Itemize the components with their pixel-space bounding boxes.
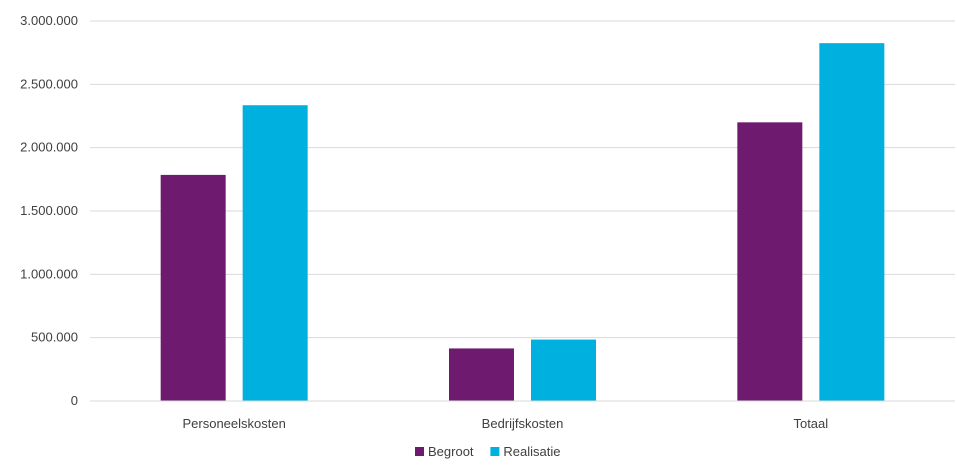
legend-label-begroot: Begroot bbox=[428, 444, 474, 459]
y-tick-label: 1.500.000 bbox=[20, 203, 78, 218]
y-tick-label: 0 bbox=[71, 393, 78, 408]
bar-realisatie-bedrijfskosten bbox=[531, 339, 596, 401]
y-tick-label: 3.000.000 bbox=[20, 13, 78, 28]
legend-swatch-begroot bbox=[415, 447, 424, 456]
legend-label-realisatie: Realisatie bbox=[503, 444, 560, 459]
x-category-label: Bedrijfskosten bbox=[482, 416, 564, 431]
gridlines bbox=[90, 20, 955, 339]
bar-realisatie-totaal bbox=[819, 43, 885, 402]
bars bbox=[160, 43, 885, 402]
legend-swatch-realisatie bbox=[490, 447, 500, 456]
bar-begroot-bedrijfskosten bbox=[449, 348, 514, 401]
bar-begroot-totaal bbox=[737, 122, 803, 401]
y-tick-label: 2.000.000 bbox=[20, 140, 78, 155]
y-axis-tick-labels: 0 500.000 1.000.000 1.500.000 2.000.000 2.500… bbox=[20, 13, 78, 408]
bar-realisatie-personeelskosten bbox=[242, 105, 308, 401]
x-axis-category-labels: Personeelskosten Bedrijfskosten Totaal bbox=[182, 416, 828, 431]
x-category-label: Personeelskosten bbox=[182, 416, 285, 431]
x-category-label: Totaal bbox=[793, 416, 828, 431]
legend: Begroot Realisatie bbox=[415, 444, 560, 459]
y-tick-label: 1.000.000 bbox=[20, 266, 78, 281]
bar-begroot-personeelskosten bbox=[160, 174, 226, 401]
y-tick-label: 2.500.000 bbox=[20, 76, 78, 91]
y-tick-label: 500.000 bbox=[31, 330, 78, 345]
